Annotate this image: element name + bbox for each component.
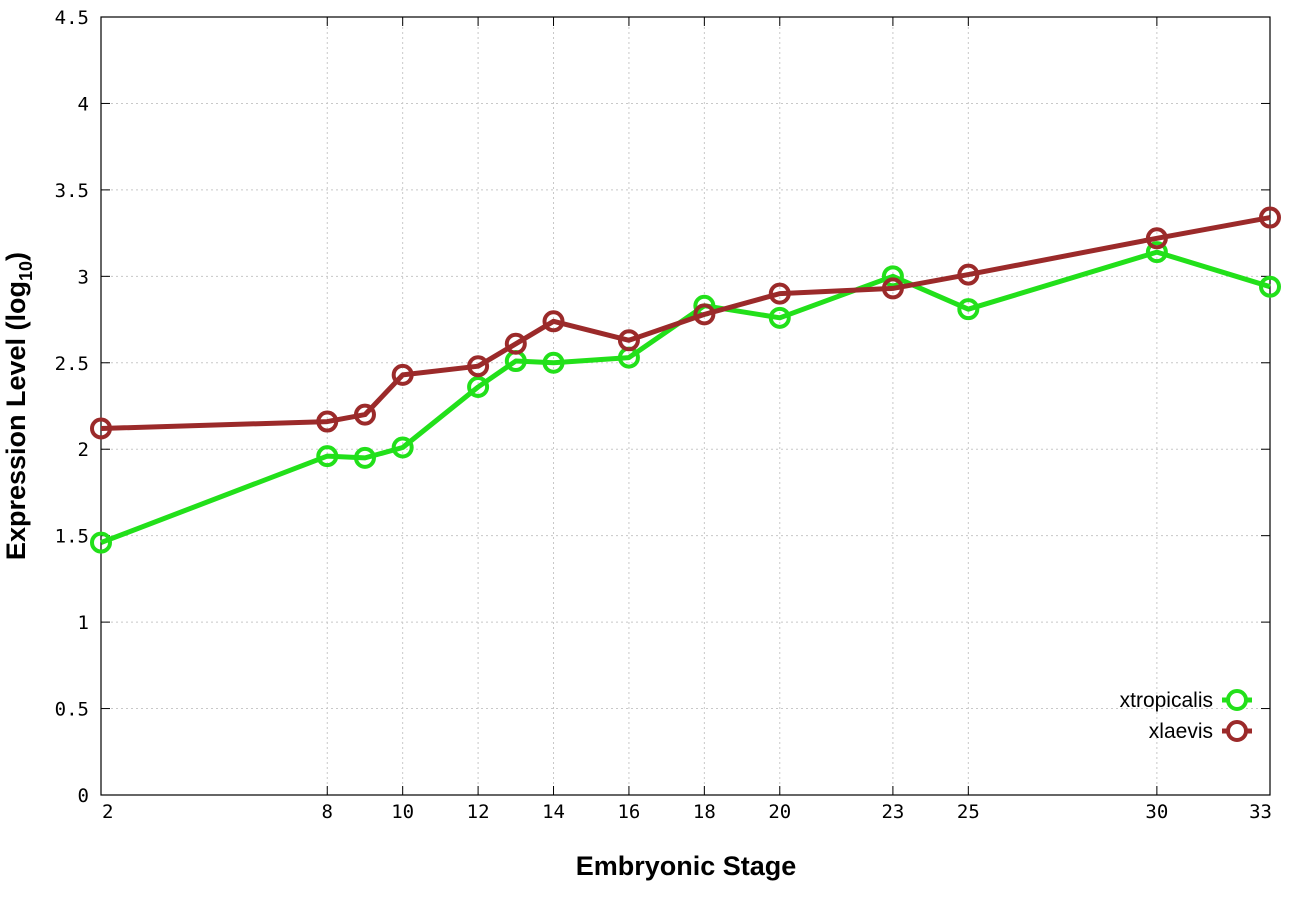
data-point-xtropicalis	[768, 306, 791, 329]
series-line-xlaevis	[100, 215, 1271, 431]
y-axis-title-close: )	[1, 252, 31, 261]
y-tick-label: 2.5	[55, 353, 89, 375]
legend-label-xtropicalis: xtropicalis	[1120, 689, 1213, 712]
legend-marker-xtropicalis	[1226, 689, 1248, 711]
data-point-xlaevis	[542, 310, 565, 333]
data-point-xtropicalis	[1145, 241, 1168, 264]
x-tick-label: 10	[391, 801, 414, 823]
legend-label-xlaevis: xlaevis	[1149, 720, 1213, 743]
data-point-xlaevis	[353, 403, 376, 426]
data-point-xlaevis	[693, 303, 716, 326]
y-tick-label: 4	[78, 93, 89, 115]
legend: xtropicalis xlaevis	[1120, 689, 1252, 743]
data-point-xtropicalis	[957, 298, 980, 321]
x-tick-label: 30	[1145, 801, 1168, 823]
y-tick-label: 1.5	[55, 526, 89, 548]
data-point-xlaevis	[617, 329, 640, 352]
x-tick-label: 16	[617, 801, 640, 823]
x-tick-label: 14	[542, 801, 565, 823]
data-point-xlaevis	[1145, 227, 1168, 250]
y-axis-title-subscript: 10	[16, 261, 36, 281]
data-point-xtropicalis	[90, 531, 112, 554]
series-line-xtropicalis	[100, 249, 1271, 545]
x-tick-label: 18	[693, 801, 716, 823]
y-axis-title: Expression Level (log10)	[1, 252, 36, 560]
x-tick-label: 12	[467, 801, 490, 823]
data-point-xlaevis	[391, 363, 414, 386]
y-tick-label: 0	[78, 785, 89, 807]
x-tick-label: 8	[322, 801, 333, 823]
data-point-xlaevis	[467, 355, 490, 378]
x-tick-label: 25	[957, 801, 980, 823]
series-layer	[90, 206, 1281, 554]
y-axis-title-main: Expression Level (log	[1, 281, 31, 560]
x-tick-label: 33	[1249, 801, 1272, 823]
y-axis-ticks: 0 0.5 1 1.5 2 2.5 3 3.5 4 4.5	[55, 7, 1270, 807]
data-point-xlaevis	[768, 282, 791, 305]
data-point-xtropicalis	[881, 265, 904, 288]
x-tick-label: 20	[768, 801, 791, 823]
data-point-xlaevis	[957, 263, 980, 286]
plot-frame	[100, 16, 1271, 796]
x-axis-title: Embryonic Stage	[576, 851, 797, 881]
data-point-xtropicalis	[391, 436, 414, 459]
data-point-xlaevis	[90, 417, 112, 440]
y-tick-label: 3	[78, 266, 89, 288]
x-tick-label: 23	[881, 801, 904, 823]
legend-symbol-xlaevis	[1222, 720, 1252, 742]
data-point-xtropicalis	[1259, 275, 1281, 298]
x-axis-ticks: 2 8 10 12 14 16 18 20 23 25 30 33	[100, 17, 1272, 823]
legend-symbol-xtropicalis	[1222, 689, 1252, 711]
data-point-xlaevis	[316, 410, 339, 433]
legend-marker-xlaevis	[1226, 720, 1248, 742]
y-tick-label: 1	[78, 612, 89, 634]
data-point-xlaevis	[504, 332, 527, 355]
data-point-xlaevis	[1259, 206, 1281, 229]
x-tick-label: 2	[102, 801, 113, 823]
y-tick-label: 3.5	[55, 180, 89, 202]
data-point-xlaevis	[881, 277, 904, 300]
y-tick-label: 0.5	[55, 699, 89, 721]
data-point-xtropicalis	[467, 375, 490, 398]
data-point-xtropicalis	[316, 445, 339, 468]
y-tick-label: 4.5	[55, 7, 89, 29]
grid-layer	[101, 17, 1270, 795]
y-tick-label: 2	[78, 439, 89, 461]
data-point-xtropicalis	[353, 446, 376, 469]
data-point-xtropicalis	[542, 351, 565, 374]
